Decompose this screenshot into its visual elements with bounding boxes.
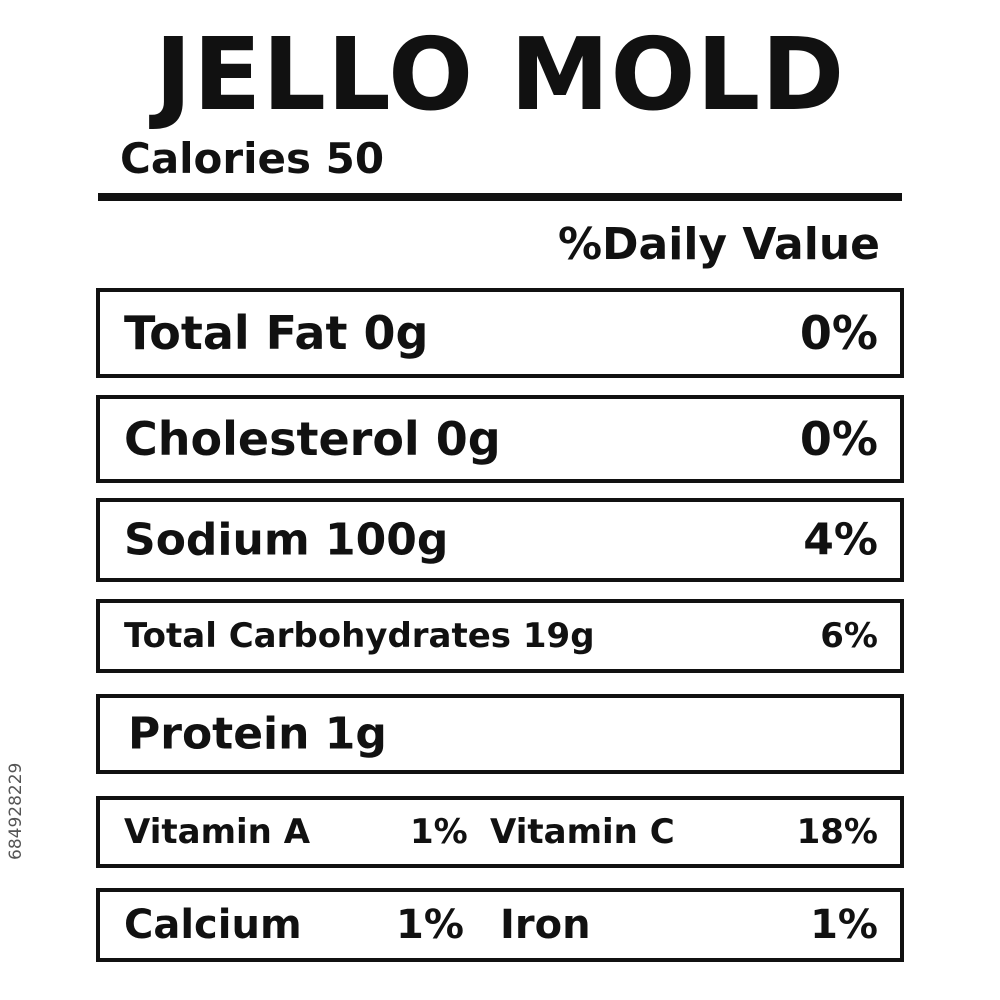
nutrient-label: Vitamin A — [124, 812, 311, 852]
nutrient-label: Vitamin C — [490, 812, 675, 852]
nutrient-row: Calcium 1% Iron 1% — [96, 888, 904, 962]
nutrient-label: Iron — [500, 902, 591, 948]
title: JELLO MOLD — [154, 16, 846, 133]
daily-value: 6% — [820, 616, 878, 656]
nutrient-label: Calcium — [124, 902, 302, 948]
nutrient-label: Protein 1g — [128, 708, 387, 760]
daily-value: 0% — [799, 306, 878, 360]
nutrient-label: Cholesterol 0g — [124, 412, 501, 466]
nutrient-label: Total Carbohydrates 19g — [124, 616, 595, 656]
nutrient-row: Total Carbohydrates 19g 6% — [96, 599, 904, 673]
daily-value-header: %Daily Value — [557, 219, 880, 270]
daily-value: 4% — [803, 514, 878, 566]
daily-value: 1% — [410, 812, 468, 852]
calories: Calories 50 — [120, 134, 385, 183]
nutrient-row: Cholesterol 0g 0% — [96, 395, 904, 483]
daily-value: 1% — [396, 902, 464, 948]
watermark-id: 684928229 — [6, 762, 26, 860]
daily-value: 1% — [810, 902, 878, 948]
nutrient-row: Protein 1g — [96, 694, 904, 774]
nutrient-row: Total Fat 0g 0% — [96, 288, 904, 378]
daily-value: 0% — [799, 412, 878, 466]
nutrient-label: Total Fat 0g — [124, 306, 429, 360]
nutrient-row: Sodium 100g 4% — [96, 498, 904, 582]
divider — [98, 193, 902, 201]
nutrient-label: Sodium 100g — [124, 514, 449, 566]
nutrient-row: Vitamin A 1% Vitamin C 18% — [96, 796, 904, 868]
daily-value: 18% — [796, 812, 878, 852]
